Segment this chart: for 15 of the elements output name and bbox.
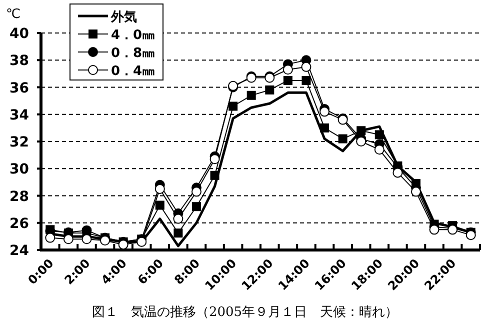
y-tick-label: 28 (10, 188, 29, 205)
y-tick-label: 32 (10, 134, 29, 150)
y-tick-label: 36 (10, 80, 29, 96)
y-tick-label: 40 (10, 26, 30, 42)
legend-label: 0．4㎜ (111, 64, 156, 79)
legend-label: 外気 (110, 10, 137, 25)
legend-label: 0．8㎜ (111, 46, 156, 61)
y-axis-title: ℃ (6, 7, 21, 22)
legend-label: 4．0㎜ (111, 28, 156, 43)
y-tick-label: 34 (10, 107, 30, 124)
y-tick-label: 26 (10, 216, 29, 232)
text: 図１ 気温の推移（2005年９月１日 天候：晴れ） (92, 305, 398, 320)
y-tick-label: 30 (10, 162, 30, 178)
y-tick-label: 38 (10, 53, 29, 70)
y-tick-label: 24 (10, 243, 30, 259)
